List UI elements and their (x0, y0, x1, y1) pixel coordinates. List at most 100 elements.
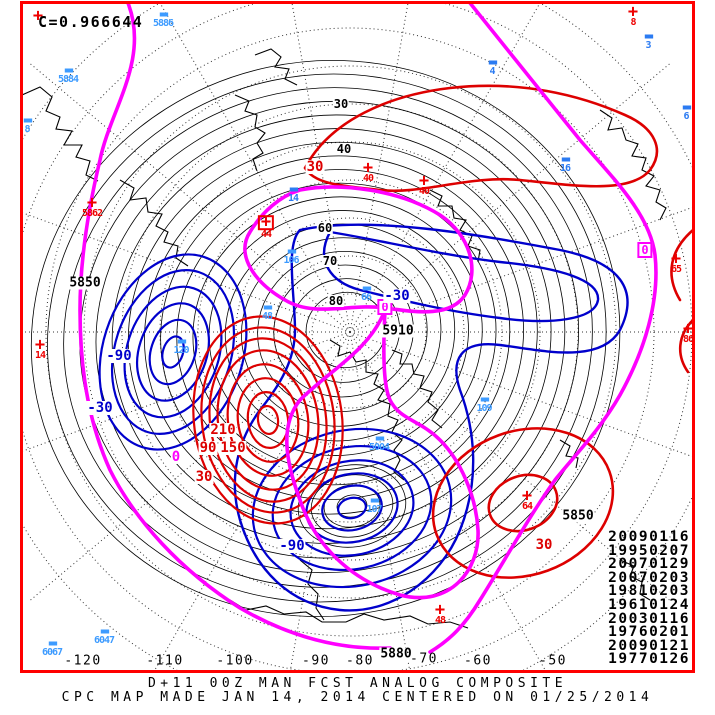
map-subtitle: CPC MAP MADE JAN 14, 2014 CENTERED ON 01… (61, 690, 654, 705)
minus-icon: ▬ (375, 429, 384, 446)
marker-value: 66 (360, 291, 372, 303)
plus-anomaly-marker: +86 (682, 319, 694, 345)
plus-icon: + (362, 158, 374, 178)
analog-date: 20070129 (608, 556, 690, 573)
marker-value: 6067 (41, 646, 63, 658)
contour-label: 70 (321, 254, 339, 268)
contour-label: -90 (278, 538, 306, 554)
plus-anomaly-marker: +8 (627, 2, 639, 28)
plus-anomaly-marker: +14 (34, 335, 46, 361)
contour-label: -30 (383, 288, 411, 304)
plus-icon: + (670, 249, 682, 269)
minus-anomaly-marker: ▬ 6 (682, 98, 692, 122)
minus-anomaly-marker: ▬ 8 (24, 113, 33, 135)
analog-date: 19770126 (608, 651, 690, 668)
minus-anomaly-marker: ▬ 48 (261, 300, 273, 322)
marker-value: 8 (630, 17, 636, 28)
plus-anomaly-marker: + (32, 6, 44, 27)
marker-value: 16 (559, 162, 571, 174)
marker-value: 40 (362, 173, 374, 184)
plus-anomaly-marker: +44 (257, 214, 275, 241)
contour-label: 30 (534, 537, 554, 553)
contour-label: 5880 (379, 646, 413, 662)
marker-value: 44 (260, 229, 272, 241)
plus-icon: + (32, 6, 44, 27)
marker-value: 106 (283, 254, 299, 266)
plus-icon: + (627, 2, 639, 22)
contour-label: 30 (194, 469, 214, 485)
analog-date: 19810203 (608, 583, 690, 600)
minus-anomaly-marker: ▬ 14 (287, 180, 299, 204)
minus-icon: ▬ (287, 242, 296, 259)
contour-label: 0 (637, 242, 653, 258)
minus-icon: ▬ (488, 53, 498, 70)
plus-anomaly-marker: +40 (362, 158, 374, 184)
contour-label: 40 (335, 142, 353, 156)
marker-value: 6047 (93, 634, 115, 646)
analog-date: 20030116 (608, 610, 690, 627)
longitude-label: -60 (464, 653, 492, 669)
minus-anomaly-marker: ▬ 5884 (58, 63, 79, 85)
minus-icon: ▬ (289, 180, 298, 197)
minus-icon: ▬ (362, 279, 371, 296)
minus-icon: ▬ (177, 332, 186, 349)
marker-value: 8 (24, 123, 30, 135)
minus-anomaly-marker: ▬ 120 (173, 332, 189, 356)
plus-anomaly-marker: +65 (670, 249, 682, 275)
plus-icon: + (434, 600, 446, 620)
longitude-label: -80 (346, 653, 374, 669)
minus-anomaly-marker: ▬ 106 (283, 242, 299, 266)
contour-label: 60 (316, 221, 334, 235)
plus-icon: + (257, 214, 275, 231)
minus-anomaly-marker: ▬ 107 (366, 491, 382, 515)
analog-date: 19610124 (608, 596, 690, 613)
minus-icon: ▬ (561, 150, 570, 167)
minus-anomaly-marker: ▬ 6067 (41, 634, 63, 658)
marker-value: 48 (261, 310, 273, 322)
contour-label: 30 (305, 159, 325, 175)
minus-anomaly-marker: ▬ 109 (476, 390, 492, 414)
minus-anomaly-marker: ▬ 5004 (369, 429, 390, 453)
analog-date: 20090116 (608, 529, 690, 545)
contour-label: 90 (198, 440, 218, 456)
marker-value: 14 (287, 192, 299, 204)
minus-anomaly-marker: ▬ 6047 (93, 622, 115, 646)
marker-value: 120 (173, 344, 189, 356)
minus-anomaly-marker: ▬ 3 (644, 27, 654, 51)
longitude-label: -90 (302, 653, 330, 669)
minus-icon: ▬ (159, 5, 168, 22)
plus-icon: + (682, 319, 694, 339)
contour-label: -90 (105, 348, 133, 364)
marker-value: 5862 (81, 208, 103, 219)
plus-icon: + (86, 193, 98, 213)
contour-label: 210 (209, 422, 237, 438)
minus-icon: ▬ (48, 634, 57, 651)
plus-icon: + (34, 335, 46, 355)
minus-icon: ▬ (682, 98, 692, 115)
marker-value: 40 (418, 186, 430, 197)
plus-anomaly-marker: +64 (522, 488, 533, 512)
marker-value: 5886 (152, 17, 174, 29)
marker-value: 4 (489, 65, 495, 77)
longitude-label: -70 (410, 651, 438, 667)
marker-value: 3 (645, 39, 651, 51)
minus-anomaly-marker: ▬ 5886 (152, 5, 174, 29)
contour-label: 5850 (68, 275, 102, 291)
contour-label: 150 (219, 440, 247, 456)
analog-date: 20090121 (608, 637, 690, 654)
plus-anomaly-marker: +48 (434, 600, 446, 626)
minus-icon: ▬ (480, 390, 489, 407)
minus-icon: ▬ (644, 27, 654, 44)
plus-anomaly-marker: +40 (418, 173, 430, 197)
marker-value: 6 (683, 110, 689, 122)
contour-label: -30 (86, 400, 114, 416)
marker-value: 48 (434, 615, 446, 626)
minus-icon: ▬ (100, 622, 109, 639)
map-frame (20, 1, 695, 673)
minus-icon: ▬ (370, 491, 379, 508)
marker-value: 109 (476, 402, 492, 414)
longitude-label: -110 (146, 653, 184, 669)
contour-label: 5850 (561, 508, 595, 524)
contour-label: 30 (332, 97, 350, 111)
